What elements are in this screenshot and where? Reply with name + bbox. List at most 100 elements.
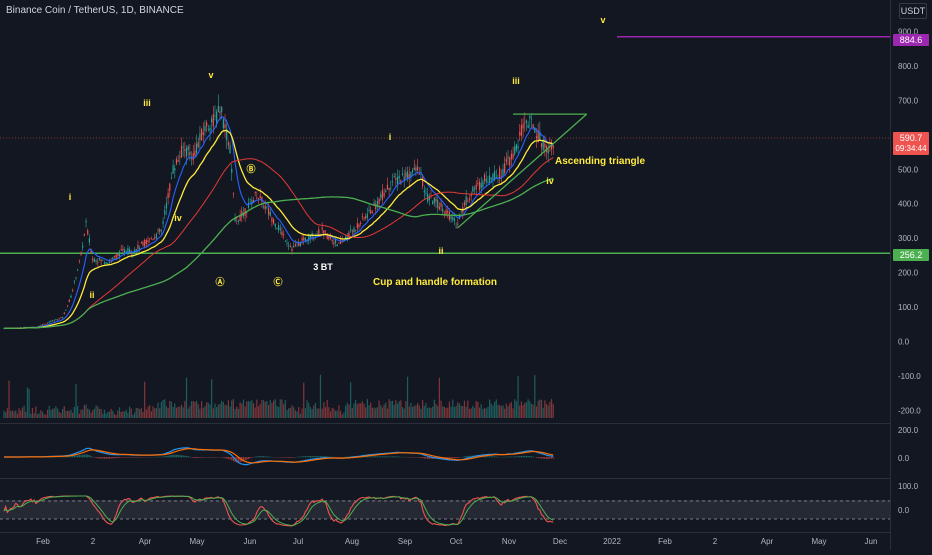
volume-bar	[320, 375, 321, 418]
volume-bar	[179, 407, 180, 418]
volume-bar	[484, 408, 485, 418]
volume-bar	[111, 409, 112, 418]
volume-bar	[59, 412, 60, 418]
candle-body	[94, 259, 95, 262]
osc-histogram-bar	[412, 457, 413, 458]
y-tick-label: 700.0	[898, 96, 919, 105]
candle-body	[449, 212, 450, 220]
volume-bar	[122, 411, 123, 418]
currency-button[interactable]: USDT	[899, 3, 927, 19]
candle-body	[69, 300, 70, 302]
volume-bar	[291, 405, 292, 418]
candle-body	[511, 154, 512, 160]
osc-histogram-bar	[553, 457, 554, 459]
volume-bar	[306, 400, 307, 418]
volume-bar	[318, 408, 319, 418]
osc-histogram-bar	[382, 456, 383, 457]
volume-bar	[481, 404, 482, 418]
x-tick-label: Sep	[398, 537, 413, 546]
candle-body	[295, 244, 296, 246]
osc-histogram-bar	[306, 456, 307, 457]
candle-body	[275, 224, 276, 227]
candle-body	[77, 270, 78, 271]
volume-bar	[312, 409, 313, 418]
candle-body	[482, 181, 483, 187]
candle-body	[121, 249, 122, 250]
volume-bar	[549, 402, 550, 418]
volume-bar	[67, 410, 68, 418]
candle-body	[265, 206, 266, 210]
volume-bar	[3, 411, 4, 418]
volume-bar	[526, 402, 527, 418]
candle-body	[318, 229, 319, 235]
volume-bar	[85, 405, 86, 418]
candle-body	[328, 236, 329, 239]
volume-bar	[159, 408, 160, 418]
volume-bar	[37, 414, 38, 418]
osc-histogram-bar	[79, 455, 80, 457]
osc-histogram-bar	[467, 456, 468, 457]
volume-bar	[397, 404, 398, 418]
osc-histogram-bar	[102, 457, 103, 459]
volume-bar	[350, 382, 351, 418]
osc-histogram-bar	[186, 456, 187, 457]
candle-body	[223, 119, 224, 128]
candle-body	[288, 246, 289, 247]
osc-histogram-bar	[422, 457, 423, 458]
candle-body	[59, 318, 60, 319]
volume-bar	[213, 408, 214, 418]
volume-bar	[35, 407, 36, 418]
osc-histogram-bar	[268, 457, 269, 458]
volume-bar	[65, 411, 66, 418]
candle-body	[168, 193, 169, 198]
wave-annotation: iv	[546, 176, 554, 186]
volume-bar	[447, 408, 448, 418]
volume-bar	[368, 405, 369, 418]
wave-annotation: i	[389, 132, 392, 142]
candle-body	[375, 204, 376, 209]
volume-bar	[55, 406, 56, 418]
volume-bar	[280, 399, 281, 418]
candle-body	[206, 122, 207, 126]
y-tick-label: 100.0	[898, 303, 919, 312]
osc-histogram-bar	[69, 456, 70, 457]
osc-histogram-bar	[522, 456, 523, 457]
volume-bar	[12, 411, 13, 418]
volume-bar	[427, 408, 428, 418]
osc-histogram-bar	[394, 456, 395, 457]
candle-body	[338, 243, 339, 244]
volume-bar	[169, 401, 170, 418]
y-tick-label: 500.0	[898, 165, 919, 174]
volume-bar	[308, 403, 309, 418]
volume-bar	[189, 406, 190, 418]
candle-body	[268, 208, 269, 214]
volume-bar	[204, 406, 205, 418]
osc-histogram-bar	[487, 456, 488, 457]
x-tick-label: Jul	[293, 537, 303, 546]
volume-bar	[206, 402, 207, 418]
candle-body	[519, 132, 520, 135]
osc-histogram-bar	[106, 457, 107, 459]
volume-bar	[512, 408, 513, 418]
volume-bar	[181, 405, 182, 418]
candle-body	[144, 240, 145, 247]
candle-body	[151, 239, 152, 240]
volume-bar	[521, 401, 522, 418]
wave-annotation: v	[600, 15, 605, 25]
osc-histogram-bar	[82, 455, 83, 458]
candle-body	[198, 142, 199, 147]
volume-bar	[243, 399, 244, 418]
wave-annotation: ii	[438, 246, 443, 256]
volume-bar	[328, 407, 329, 418]
volume-bar	[149, 405, 150, 418]
volume-bar	[548, 406, 549, 418]
candle-body	[387, 185, 388, 190]
candle-body	[439, 207, 440, 209]
candle-body	[89, 238, 90, 242]
candle-body	[248, 203, 249, 208]
candle-body	[199, 133, 200, 140]
volume-bar	[251, 400, 252, 418]
volume-bar	[266, 401, 267, 418]
candle-body	[440, 203, 441, 207]
